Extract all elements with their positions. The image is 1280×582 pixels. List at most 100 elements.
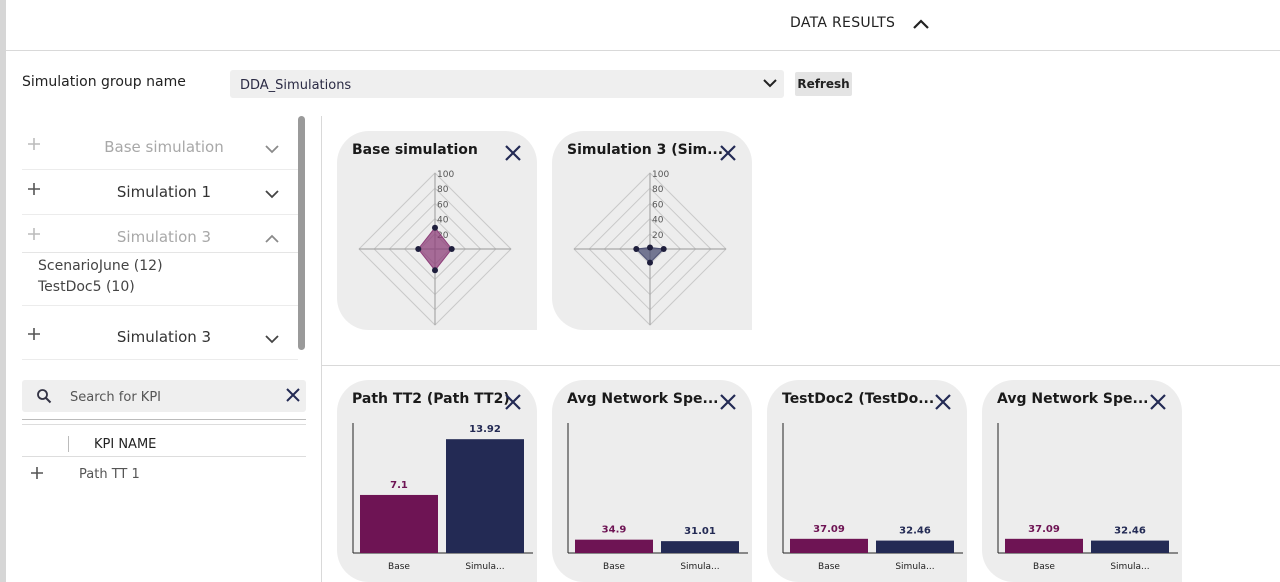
kpi-name-column-header[interactable]: KPI NAME xyxy=(94,437,157,452)
bar-chart-card: TestDoc2 (TestDo... 37.09 Base 32.46 Simula… xyxy=(767,380,967,582)
radar-chart: 100 80 60 40 20 xyxy=(358,170,512,326)
close-icon[interactable] xyxy=(284,386,302,404)
simulation-name: Base simulation xyxy=(104,138,224,156)
divider xyxy=(22,424,306,425)
scenario-item[interactable]: ScenarioJune (12) xyxy=(38,258,163,274)
kpi-row-name[interactable]: Path TT 1 xyxy=(79,467,140,482)
simulation-group-select[interactable]: DDA_Simulations xyxy=(230,70,784,98)
bar xyxy=(575,539,653,553)
plus-icon[interactable] xyxy=(30,466,44,480)
close-icon[interactable] xyxy=(718,392,738,412)
plus-icon[interactable] xyxy=(27,227,41,241)
bar-data-label: 7.1 xyxy=(390,480,408,491)
chevron-down-icon[interactable] xyxy=(264,331,280,347)
radar-chart-card: Base simulation 100 80 60 40 20 xyxy=(337,131,537,330)
data-results-header: DATA RESULTS xyxy=(6,0,1280,51)
bar xyxy=(661,541,739,553)
chevron-down-icon xyxy=(763,79,777,88)
vertical-divider xyxy=(321,116,322,582)
bar-chart: 37.09 Base 32.46 Simula... xyxy=(782,423,963,572)
radar-tick-label: 20 xyxy=(652,231,664,241)
divider xyxy=(22,456,306,457)
simulation-item[interactable]: Simulation 1 xyxy=(22,169,298,215)
header-title: DATA RESULTS xyxy=(790,15,896,31)
bar-chart-card: Path TT2 (Path TT2) 7.1 Base 13.92 Simula..… xyxy=(337,380,537,582)
simulation-item-expanded[interactable]: Simulation 3 ScenarioJune (12) TestDoc5 … xyxy=(22,214,298,306)
bar xyxy=(446,439,524,553)
close-icon[interactable] xyxy=(1148,392,1168,412)
bar-data-label: 32.46 xyxy=(1114,526,1146,537)
plus-icon[interactable] xyxy=(27,137,41,151)
bar-chart: 7.1 Base 13.92 Simula... xyxy=(352,423,533,572)
bar-data-label: 37.09 xyxy=(1028,524,1060,535)
radar-point xyxy=(448,246,455,252)
refresh-button[interactable]: Refresh xyxy=(795,72,852,96)
bar-data-label: 31.01 xyxy=(684,526,716,537)
bar xyxy=(876,540,954,553)
simulation-name: Simulation 3 xyxy=(116,328,212,346)
chevron-up-icon[interactable] xyxy=(264,231,280,247)
x-tick-label: Simula... xyxy=(680,562,719,572)
radar-chart-card: Simulation 3 (Sim... 100 80 60 40 20 xyxy=(552,131,752,330)
plus-icon[interactable] xyxy=(27,182,41,196)
scenario-item[interactable]: TestDoc5 (10) xyxy=(38,279,135,295)
radar-tick-label: 100 xyxy=(652,170,669,180)
bar-data-label: 34.9 xyxy=(602,525,627,536)
bar xyxy=(360,494,438,553)
kpi-search-input[interactable] xyxy=(70,386,270,408)
bar xyxy=(1091,540,1169,553)
simulation-item[interactable]: Simulation 3 xyxy=(22,314,298,360)
radar-tick-label: 80 xyxy=(652,185,664,195)
radar-point xyxy=(432,267,438,274)
x-tick-label: Base xyxy=(1033,562,1055,572)
chevron-up-icon[interactable] xyxy=(912,16,930,34)
x-tick-label: Simula... xyxy=(895,562,934,572)
radar-tick-label: 100 xyxy=(437,170,454,180)
plus-icon[interactable] xyxy=(27,327,41,341)
close-icon[interactable] xyxy=(503,143,523,163)
radar-tick-label: 40 xyxy=(437,216,449,226)
bar-data-label: 32.46 xyxy=(899,526,931,537)
bar-data-label: 37.09 xyxy=(813,524,845,535)
radar-chart: 100 80 60 40 20 xyxy=(573,170,727,326)
radar-point xyxy=(633,246,640,252)
close-icon[interactable] xyxy=(503,392,523,412)
bar-chart-card: Avg Network Spe... 34.9 Base 31.01 Simula..… xyxy=(552,380,752,582)
radar-tick-label: 20 xyxy=(437,231,449,241)
radar-point xyxy=(432,224,438,231)
radar-tick-label: 80 xyxy=(437,185,449,195)
radar-point xyxy=(660,246,667,252)
simulation-item[interactable]: Base simulation xyxy=(22,124,298,170)
bar-chart-card: Avg Network Spe... 37.09 Base 32.46 Simula.… xyxy=(982,380,1182,582)
column-separator xyxy=(68,436,69,452)
simulation-name: Simulation 1 xyxy=(116,183,212,201)
simulation-group-value: DDA_Simulations xyxy=(240,78,352,93)
radar-tick-label: 60 xyxy=(437,200,449,210)
radar-point xyxy=(647,259,653,266)
x-tick-label: Simula... xyxy=(1110,562,1149,572)
simulation-list-scrollbar[interactable] xyxy=(298,116,305,350)
simulation-list: Base simulation Simulation 1 Simulation … xyxy=(22,116,302,360)
x-tick-label: Base xyxy=(388,562,410,572)
radar-point xyxy=(415,246,422,252)
bar-chart: 37.09 Base 32.46 Simula... xyxy=(997,423,1178,572)
left-edge-bar xyxy=(0,0,6,582)
chevron-down-icon[interactable] xyxy=(264,186,280,202)
radar-point xyxy=(647,244,653,251)
radar-tick-label: 60 xyxy=(652,200,664,210)
kpi-search xyxy=(22,380,306,412)
close-icon[interactable] xyxy=(718,143,738,163)
close-icon[interactable] xyxy=(933,392,953,412)
horizontal-divider xyxy=(322,365,1280,366)
simulation-name: Simulation 3 xyxy=(116,228,212,246)
chevron-down-icon[interactable] xyxy=(264,141,280,157)
bar xyxy=(790,538,868,553)
bar xyxy=(1005,538,1083,553)
x-tick-label: Simula... xyxy=(465,562,504,572)
simulation-group-label: Simulation group name xyxy=(22,74,186,90)
bar-data-label: 13.92 xyxy=(469,424,501,435)
bar-chart: 34.9 Base 31.01 Simula... xyxy=(567,423,748,572)
search-icon xyxy=(37,389,52,404)
radar-tick-label: 40 xyxy=(652,216,664,226)
x-tick-label: Base xyxy=(818,562,840,572)
